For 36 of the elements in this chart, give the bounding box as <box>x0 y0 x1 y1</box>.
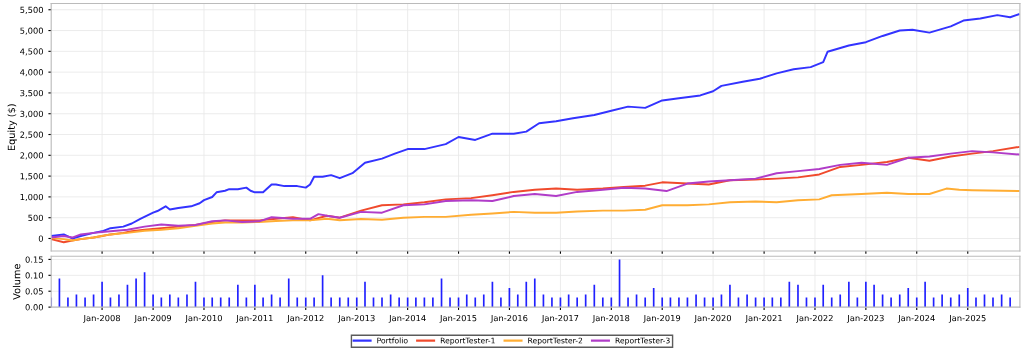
y-tick-label: 0.00 <box>25 304 44 311</box>
x-tick-label: Jan-2012 <box>286 314 324 323</box>
y-tick-label: 3,500 <box>20 89 44 98</box>
y-tick-label: 0 <box>38 235 44 242</box>
x-tick-label: Jan-2019 <box>643 314 681 323</box>
x-tick-label: Jan-2022 <box>796 314 833 323</box>
y-tick-label: 5,000 <box>20 27 44 35</box>
y-tick-label: 1,500 <box>20 173 44 181</box>
x-tick-label: Jan-2021 <box>745 314 782 323</box>
y-tick-label: 5,500 <box>20 6 44 14</box>
x-tick-label: Jan-2025 <box>948 314 986 323</box>
x-tick-label: Jan-2008 <box>83 314 121 323</box>
x-tick-label: Jan-2015 <box>439 314 477 323</box>
x-tick-label: Jan-2017 <box>541 314 579 323</box>
x-tick-label: Jan-2013 <box>337 314 375 323</box>
x-tick-label: Jan-2018 <box>592 314 630 323</box>
y-tick-label: 2,000 <box>20 152 44 160</box>
y-tick-label: 500 <box>28 214 44 221</box>
y-tick-label: 2,500 <box>20 131 44 139</box>
y-axis-title: Equity ($) <box>7 104 17 151</box>
x-tick-label: Jan-2011 <box>235 314 273 323</box>
y-tick-label: 0.05 <box>25 288 43 295</box>
x-tick-label: Jan-2023 <box>846 314 884 323</box>
x-tick-label: Jan-2009 <box>134 314 172 323</box>
y-tick-label: 0.10 <box>25 272 44 279</box>
y-tick-label: 4,500 <box>20 48 44 56</box>
y-tick-label: 4,000 <box>20 69 44 77</box>
y-axis-title: Volume <box>12 264 21 300</box>
y-tick-label: 1,000 <box>20 193 44 202</box>
x-tick-label: Jan-2024 <box>897 314 935 323</box>
x-tick-label: Jan-2014 <box>388 314 426 323</box>
y-tick-label: 0.15 <box>25 256 43 263</box>
x-tick-label: Jan-2010 <box>185 314 222 323</box>
y-tick-label: 3,000 <box>20 110 44 118</box>
x-tick-label: Jan-2016 <box>490 314 528 323</box>
x-tick-label: Jan-2020 <box>694 314 732 323</box>
